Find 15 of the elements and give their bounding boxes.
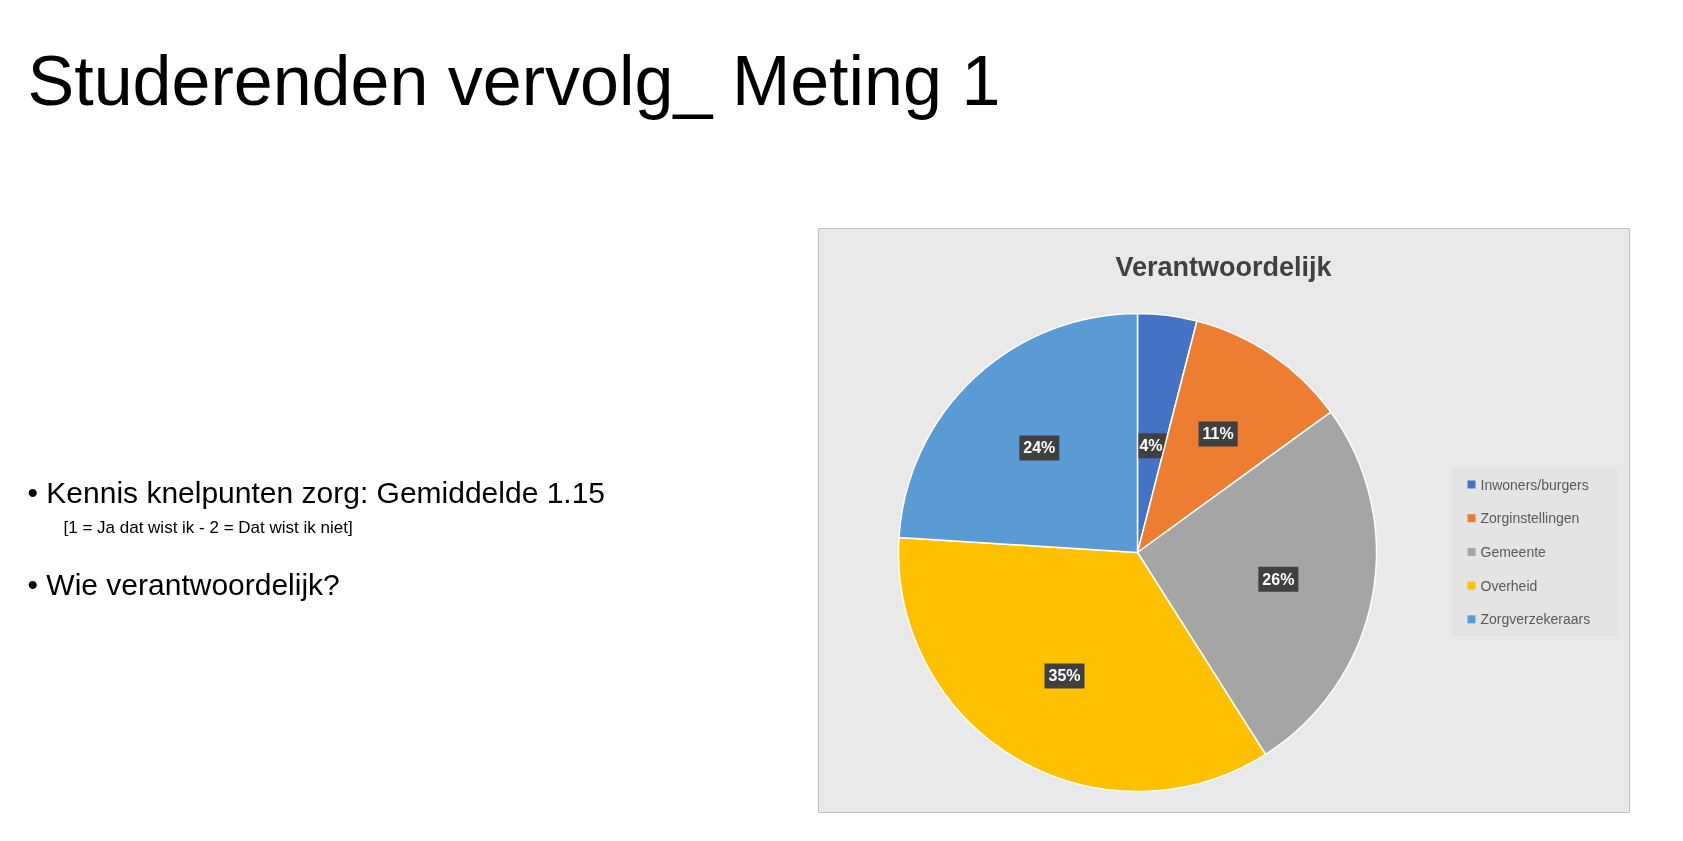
legend-label: Gemeente <box>1480 543 1547 560</box>
legend-label: Inwoners/burgers <box>1480 476 1589 493</box>
data-label: 35% <box>1048 667 1081 685</box>
legend-label: Overheid <box>1480 577 1538 594</box>
legend-label: Zorginstellingen <box>1480 510 1580 527</box>
text: [1 = Ja dat wist ik - 2 = Dat wist ik niet] <box>63 518 353 537</box>
data-label: 24% <box>1023 439 1056 457</box>
data-label: 11% <box>1202 425 1234 443</box>
text: • Kennis knelpunten zorg: Gemiddelde 1.15 <box>27 476 606 509</box>
data-label: 4% <box>1139 437 1163 455</box>
text: • Wie verantwoordelijk? <box>27 568 340 601</box>
text: Studerenden vervolg_ Meting 1 <box>27 41 1001 120</box>
chart-title: Verantwoordelijk <box>1115 251 1333 282</box>
data-label: 26% <box>1262 570 1295 588</box>
legend-label: Zorgverzekeraars <box>1480 611 1591 628</box>
